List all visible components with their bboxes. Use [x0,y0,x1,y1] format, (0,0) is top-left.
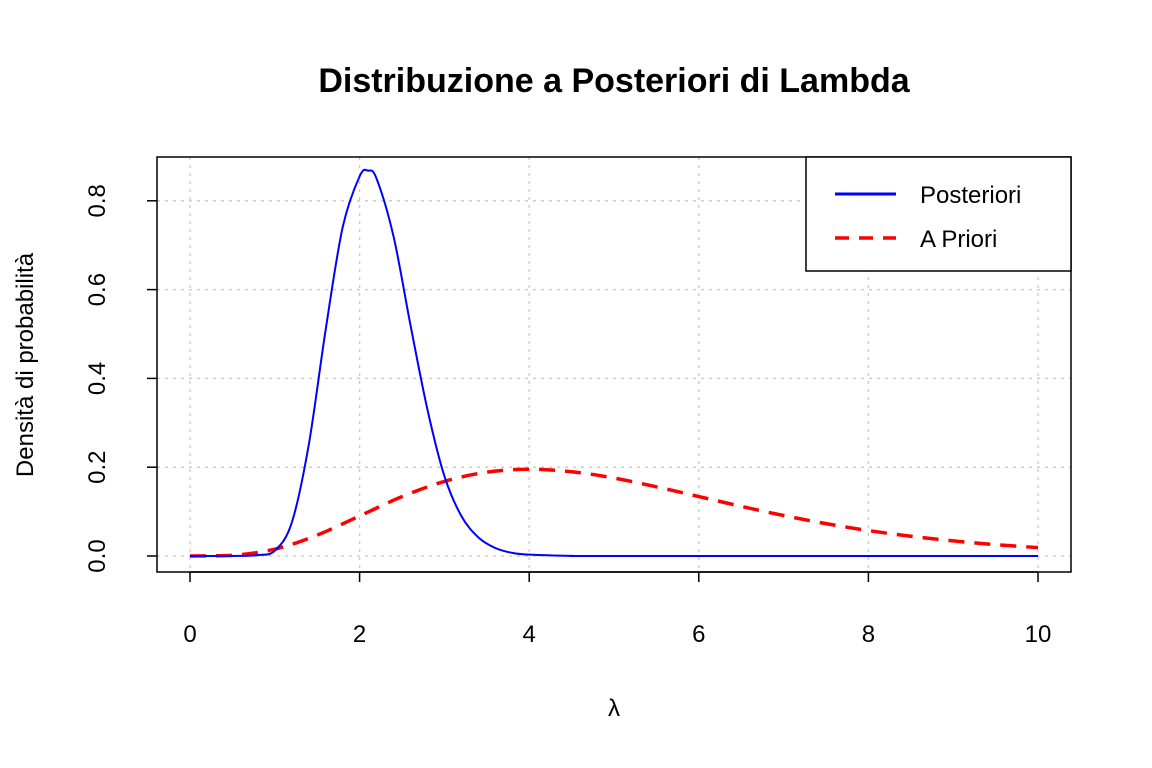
x-tick-label: 2 [353,621,366,648]
y-axis: 0.0 0.2 0.4 0.6 0.8 [84,184,157,573]
x-tick-label: 10 [1025,621,1052,648]
series-line-a-priori [189,467,1039,558]
y-tick-label: 0.2 [84,451,111,484]
y-axis-label: Densità di probabilità [12,252,39,477]
x-tick-label: 6 [692,621,705,648]
x-axis-label: λ [608,695,620,722]
series-line-posteriori [190,168,1038,558]
series-group [189,168,1039,558]
x-axis: 0 2 4 6 8 10 [183,571,1052,648]
x-tick-label: 0 [183,621,196,648]
legend-label-a-priori: A Priori [920,226,997,253]
chart-title: Distribuzione a Posteriori di Lambda [318,62,910,100]
y-tick-label: 0.0 [84,539,111,572]
y-tick-label: 0.6 [84,273,111,306]
grid [157,157,1071,572]
x-tick-label: 4 [523,621,536,648]
legend-label-posteriori: Posteriori [920,182,1021,209]
x-tick-label: 8 [862,621,875,648]
legend-box [805,156,1072,272]
y-tick-label: 0.4 [84,362,111,395]
legend: Posteriori A Priori [805,156,1072,272]
y-tick-label: 0.8 [84,184,111,217]
